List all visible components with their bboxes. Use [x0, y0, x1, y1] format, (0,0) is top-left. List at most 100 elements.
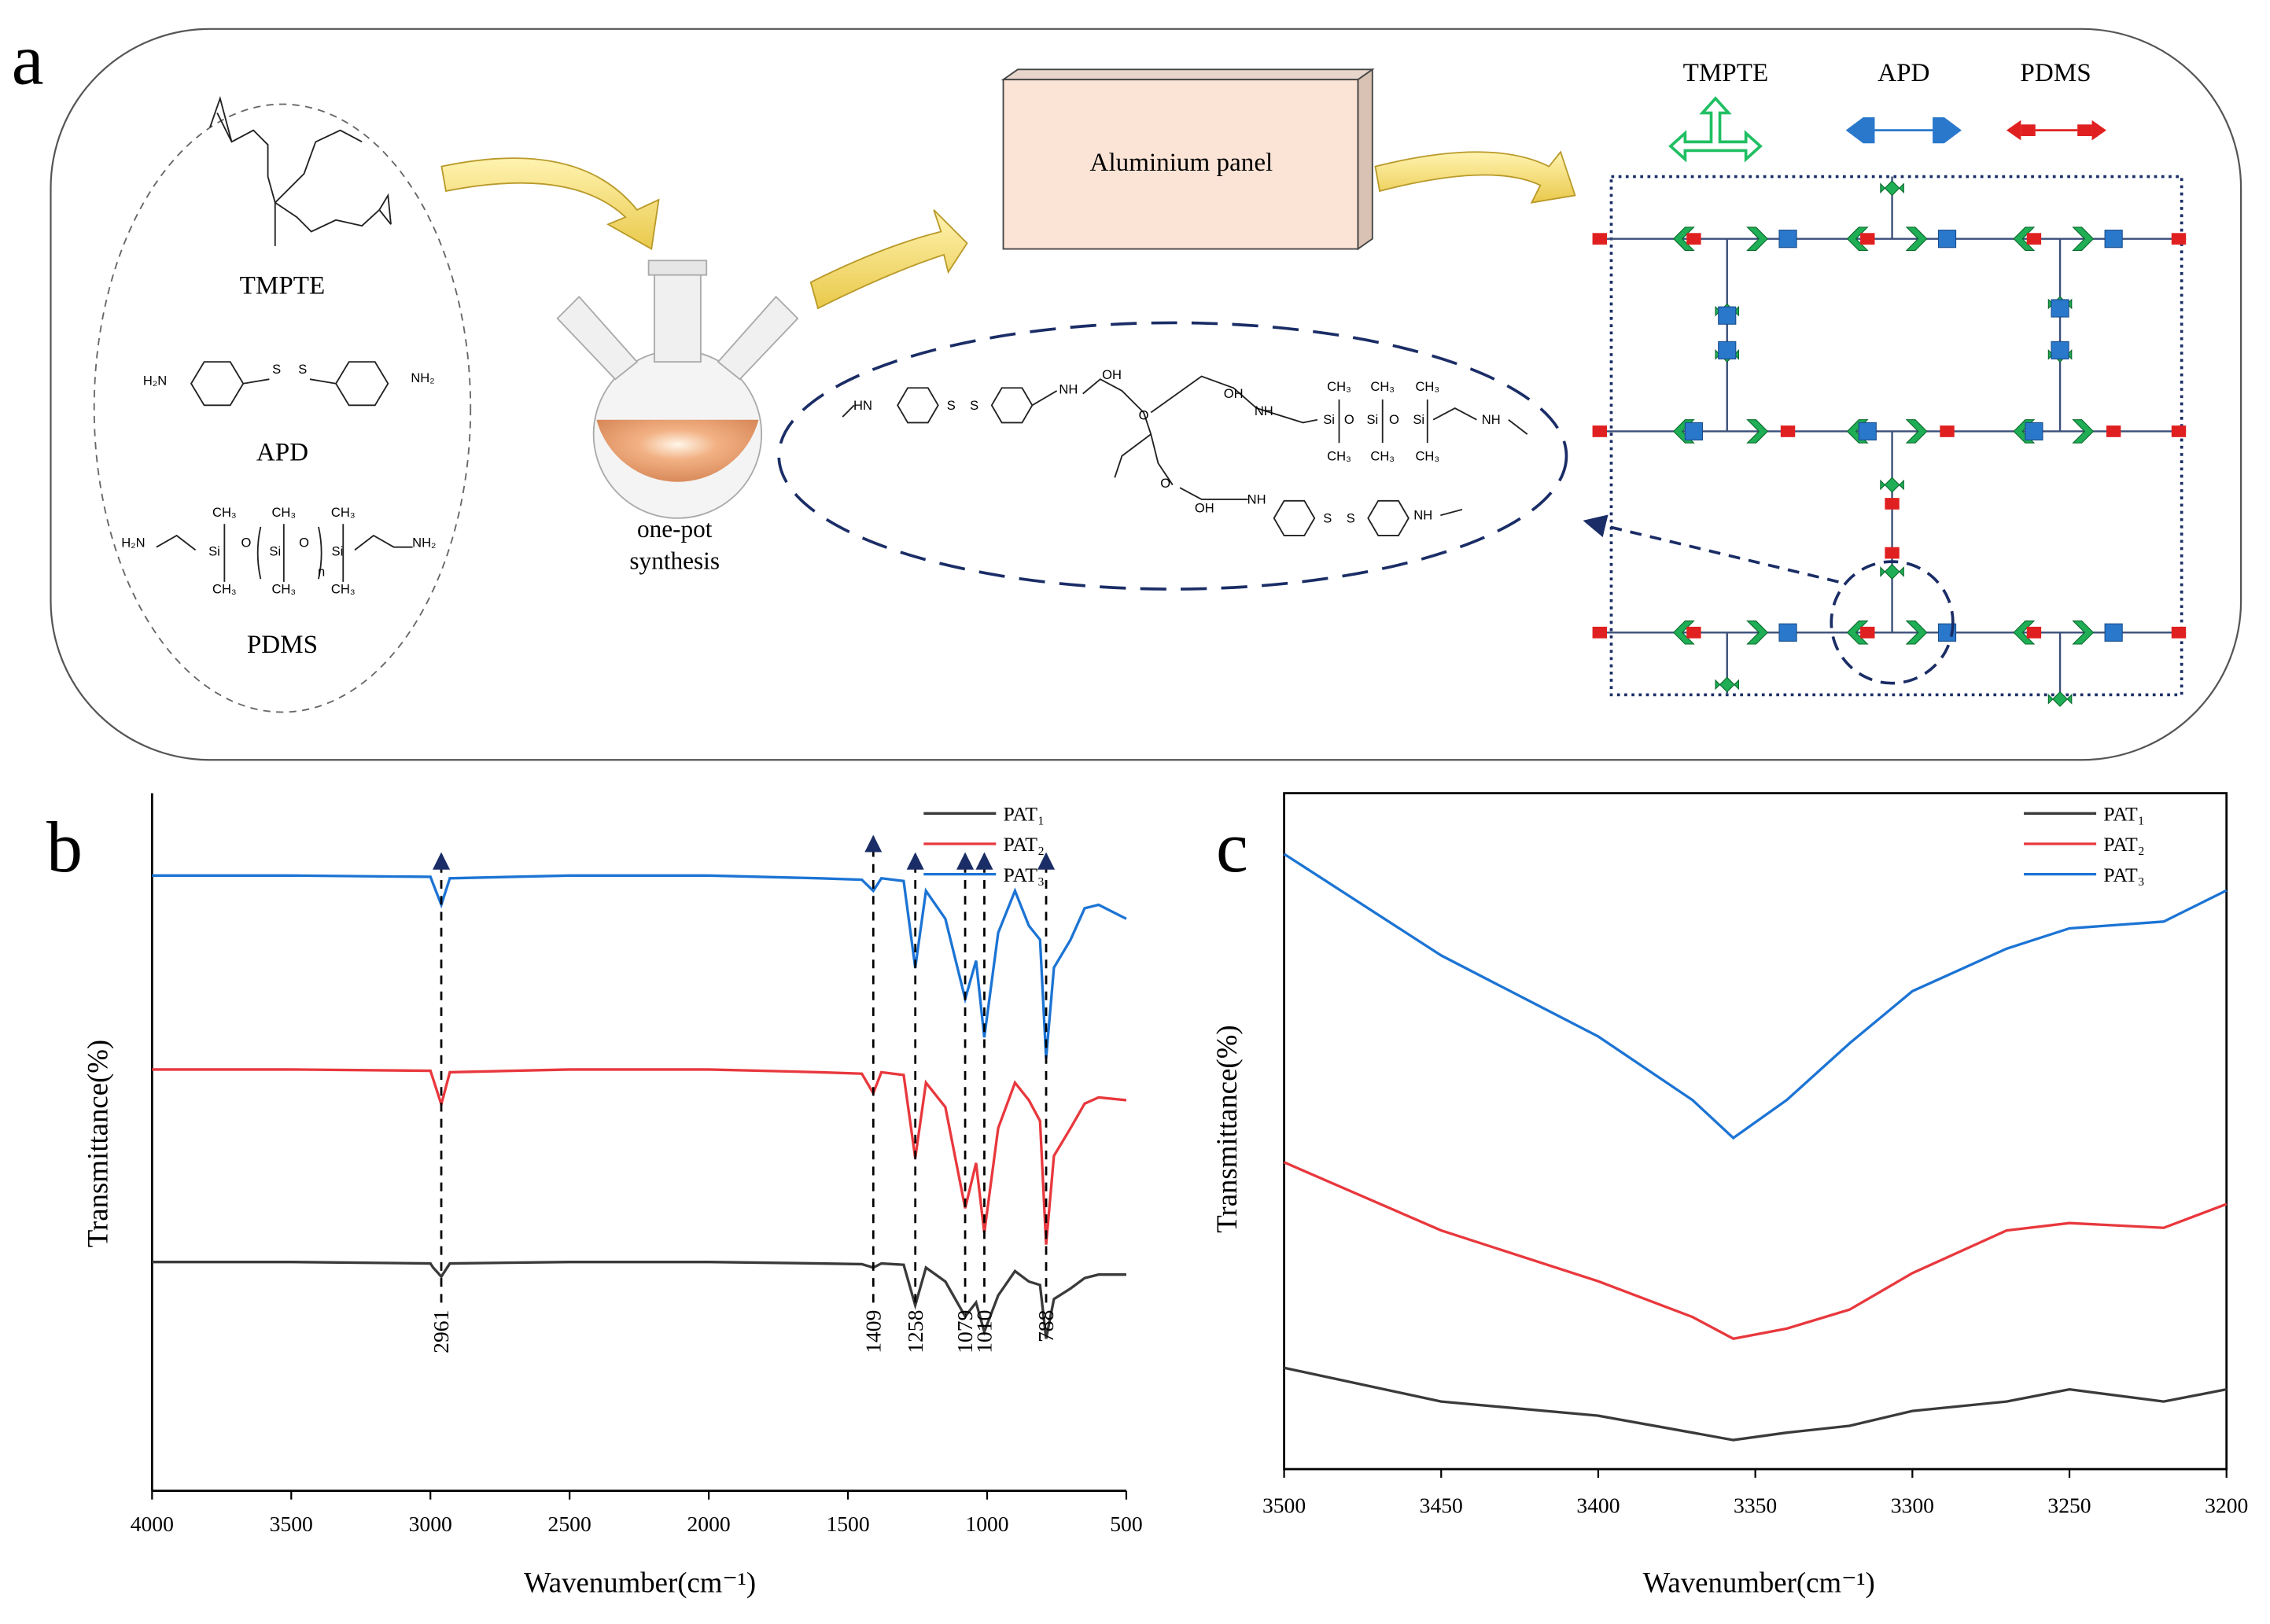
- atom-label: H₂N: [121, 536, 145, 551]
- apd-node: [2051, 299, 2069, 318]
- atom-label: Si: [269, 544, 281, 559]
- tmpte-node: [1846, 621, 1869, 645]
- legend-icons: [1668, 96, 2106, 163]
- legend-label: PAT₁: [1004, 803, 1045, 826]
- legend-label: PAT₂: [1004, 833, 1045, 856]
- flow-arrow: [809, 209, 968, 310]
- spectrum-line: [1283, 853, 2228, 1140]
- synthesis-label: one-pot: [637, 515, 713, 543]
- atom-label: CH₃: [212, 582, 237, 597]
- atom-label: OH: [1102, 367, 1122, 382]
- tmpte-node: [1905, 419, 1928, 444]
- spectrum-line: [152, 874, 1127, 1059]
- tmpte-node: [1880, 180, 1904, 197]
- pdms-node: [1592, 425, 1607, 437]
- atom-label: S: [272, 362, 281, 377]
- pdms-node: [1592, 233, 1607, 245]
- apd-node: [1718, 341, 1737, 359]
- atom-label: CH₃: [271, 505, 296, 520]
- pdms-node: [1686, 233, 1701, 245]
- apd-structure: [190, 361, 389, 407]
- atom-label: O: [1389, 412, 1399, 427]
- atom-label: HN: [853, 398, 872, 413]
- pdms-node: [2171, 425, 2187, 437]
- atom-label: S: [947, 398, 956, 413]
- atom-label: NH: [1413, 508, 1432, 523]
- atom-label: Si: [1366, 412, 1378, 427]
- peak-label: 1010: [972, 1310, 997, 1353]
- tmpte-node: [1905, 621, 1928, 645]
- tmpte-node: [1746, 226, 1769, 251]
- x-tick-label: 3250: [2047, 1493, 2091, 1517]
- apd-node: [2104, 230, 2123, 249]
- x-tick-label: 3000: [409, 1512, 452, 1536]
- x-tick-label: 3500: [1262, 1493, 1306, 1517]
- x-tick-label: 3450: [1420, 1493, 1463, 1517]
- atom-label: Si: [1413, 412, 1424, 427]
- x-tick-label: 3350: [1734, 1493, 1777, 1517]
- atom-label: CH₃: [1327, 448, 1351, 463]
- synthesis-label: synthesis: [629, 547, 720, 574]
- pdms-node: [2171, 233, 2187, 245]
- y-axis-label: Transmittance(%): [1211, 1025, 1243, 1232]
- spectrum-line: [152, 1068, 1127, 1245]
- pdms-node: [2026, 233, 2042, 245]
- x-tick-label: 3200: [2205, 1493, 2248, 1517]
- legend-label: APD: [1878, 58, 1929, 87]
- pdms-node: [2171, 626, 2187, 639]
- tmpte-node: [2047, 690, 2073, 707]
- atom-label: S: [298, 362, 307, 377]
- network-frame: [1609, 175, 2183, 697]
- atom-label: O: [299, 536, 309, 551]
- atom-label: O: [1160, 476, 1170, 491]
- atom-label: O: [241, 536, 252, 551]
- pdms-node: [1885, 498, 1900, 510]
- tmpte-node: [1905, 226, 1928, 251]
- atom-label: n: [318, 565, 325, 580]
- monomer-label: APD: [256, 437, 308, 466]
- pdms-node: [1885, 547, 1900, 559]
- flow-arrow: [440, 157, 660, 251]
- pdms-node: [1860, 626, 1875, 639]
- tmpte-node: [1672, 621, 1695, 645]
- pdms-node: [1592, 626, 1607, 639]
- x-tick-label: 2500: [548, 1512, 591, 1536]
- atom-label: Si: [208, 544, 220, 559]
- pdms-node: [2026, 626, 2042, 639]
- product-structure: [842, 375, 1528, 536]
- atom-label: CH₃: [1415, 379, 1439, 394]
- x-tick-label: 1000: [965, 1512, 1008, 1536]
- atom-label: CH₃: [1327, 379, 1351, 394]
- atom-label: CH₃: [331, 582, 356, 597]
- atom-label: H₂N: [143, 374, 167, 389]
- zoom-arrow: [1583, 514, 1839, 584]
- y-axis-label: Transmittance(%): [81, 1040, 113, 1247]
- tmpte-node: [1880, 563, 1904, 580]
- x-tick-label: 3400: [1576, 1493, 1620, 1517]
- peak-label: 1258: [903, 1310, 927, 1353]
- tmpte-node: [2072, 621, 2095, 645]
- atom-label: OH: [1195, 501, 1214, 516]
- x-tick-label: 4000: [131, 1512, 174, 1536]
- apd-node: [1937, 230, 1957, 249]
- pdms-node: [1860, 233, 1875, 245]
- pdms-node: [1686, 626, 1701, 639]
- tmpte-node: [1715, 676, 1740, 693]
- peak-label: 1079: [953, 1310, 977, 1353]
- tmpte-structure: [209, 96, 392, 246]
- network: [1592, 176, 2187, 707]
- plot-frame: [1283, 792, 2228, 1471]
- spectrum-line: [1283, 1161, 2228, 1340]
- x-tick-label: 2000: [687, 1512, 731, 1536]
- pdms-node: [2106, 425, 2121, 437]
- tmpte-node: [1846, 226, 1869, 251]
- tmpte-node: [2013, 419, 2036, 444]
- product-ellipse: [777, 321, 1568, 591]
- apd-node: [1778, 623, 1797, 642]
- x-axis-label: Wavenumber(cm⁻¹): [524, 1567, 756, 1599]
- apd-node: [1718, 306, 1737, 325]
- legend-label: TMPTE: [1683, 58, 1769, 87]
- atom-label: NH: [1255, 403, 1273, 418]
- aluminium-panel: [1000, 68, 1375, 251]
